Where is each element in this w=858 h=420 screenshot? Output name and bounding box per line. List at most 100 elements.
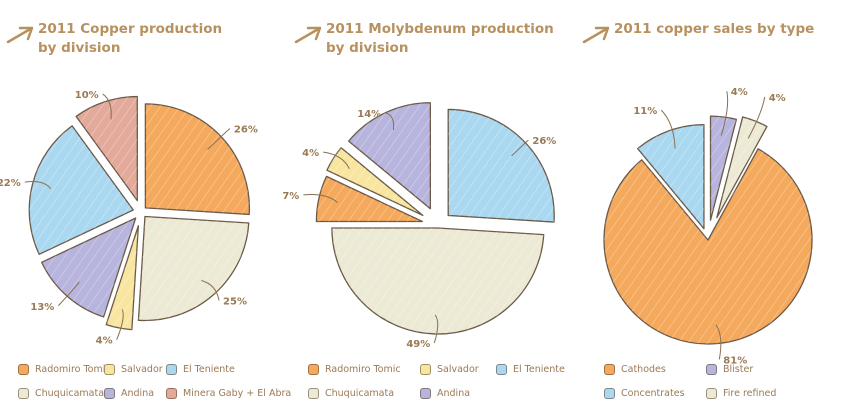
legend-item: Blister [706,364,753,375]
pie-slice-radomiro-tomic [144,103,251,216]
leader-line [433,314,439,344]
arrow-icon [6,26,34,44]
legend-swatch [420,388,431,399]
arrow-icon [582,26,610,44]
leader-line [24,181,52,190]
legend-label: El Teniente [183,364,235,375]
legend-item: Radomiro Tomic [308,364,401,375]
chart-panel-copper-production: 2011 Copper production by division 26% 25… [0,0,291,420]
legend-label: Andina [121,388,155,399]
data-label: 49% [406,339,430,350]
legend-item: Andina [420,388,470,399]
leader-line [303,194,338,203]
pie-chart-copper-sales: 4% 4% 81% 11% [603,87,813,366]
leader-line [57,281,80,307]
legend-swatch [604,364,615,375]
data-label: 22% [0,178,21,189]
legend-label: Chuquicamata [35,388,105,399]
legend-label: Andina [437,388,471,399]
data-label: 4% [731,87,748,98]
legend-swatch [166,364,177,375]
legend-swatch [420,364,431,375]
legend-label: Radomiro Tomic [35,364,111,375]
legend-label: Blister [723,364,754,375]
data-label: 7% [282,191,299,202]
legend-swatch [706,364,717,375]
legend-label: Radomiro Tomic [325,364,401,375]
pie-slice-chuquicamata [331,227,545,335]
legend-swatch [104,388,115,399]
data-label: 4% [302,148,319,159]
pie-slice-cathodes [603,148,813,345]
legend-swatch [104,364,115,375]
legend-label: Concentrates [621,388,685,399]
data-label: 26% [234,124,258,135]
data-label: 25% [223,297,247,308]
legend-item: Fire refined [706,388,776,399]
arrow-icon [294,26,322,44]
legend-swatch [706,388,717,399]
pie-slice-radomiro-tomic [315,175,424,223]
pie-slice-blister [709,115,738,221]
legend-item: Andina [104,388,154,399]
legend-item: Minera Gaby + El Abra [166,388,291,399]
pie-slice-minera-gaby-el-abra [75,95,138,202]
legend-swatch [18,364,29,375]
legend-swatch [604,388,615,399]
data-label: 11% [633,106,657,117]
leader-line [102,93,112,120]
chart-title: 2011 Molybdenum production by division [326,21,554,56]
legend-label: Salvador [121,364,163,375]
chart-title: 2011 Copper production by division [38,21,223,56]
pie-slice-el-teniente [447,108,555,223]
legend-swatch [308,364,319,375]
pie-slice-concentrates [636,124,705,230]
chart-title: 2011 copper sales by type [614,21,815,37]
pie-chart-molybdenum-production: 26% 49% 7% 4% 14% [282,102,556,350]
leader-line [715,324,722,360]
leader-line [323,151,350,170]
legend-label: Fire refined [723,388,777,399]
leader-line [660,109,676,149]
legend-swatch [496,364,507,375]
legend-label: Chuquicamata [325,388,395,399]
legend-label: Salvador [437,364,479,375]
legend-item: Chuquicamata [18,388,104,399]
legend-swatch [308,388,319,399]
pie-slice-salvador [105,225,140,331]
data-label: 81% [723,355,747,366]
pie-slice-fire-refined [716,116,768,219]
pie-slice-chuquicamata [137,215,250,322]
data-label: 13% [30,302,54,313]
legend-item: Cathodes [604,364,666,375]
leader-line [207,128,231,150]
leader-line [201,279,220,301]
chart-panel-molybdenum-production: 2011 Molybdenum production by division 2… [282,0,574,420]
pie-slice-el-teniente [28,125,134,255]
legend-label: Minera Gaby + El Abra [183,388,292,399]
legend-label: El Teniente [513,364,565,375]
legend-item: Chuquicamata [308,388,394,399]
legend-swatch [18,388,29,399]
legend-item: El Teniente [496,364,565,375]
legend-swatch [166,388,177,399]
legend-item: Radomiro Tomic [18,364,111,375]
pie-chart-copper-production: 26% 25% 4% 13% 22% 10% [0,90,258,347]
leader-line [385,112,395,131]
legend-item: Concentrates [604,388,685,399]
data-label: 26% [532,136,556,147]
data-label: 4% [769,93,786,104]
data-label: 14% [357,109,381,120]
leader-line [747,96,766,139]
pie-slice-salvador [326,147,424,217]
legend-item: Salvador [420,364,479,375]
chart-panel-copper-sales: 2011 copper sales by type 4% 4% 81% 11% Cat… [576,0,858,420]
legend-label: Cathodes [621,364,666,375]
leader-line [720,91,729,136]
legend-item: El Teniente [166,364,235,375]
data-label: 4% [96,336,113,347]
data-label: 10% [75,90,99,101]
leader-line [511,139,529,157]
legend-item: Salvador [104,364,163,375]
leader-line [116,309,124,340]
